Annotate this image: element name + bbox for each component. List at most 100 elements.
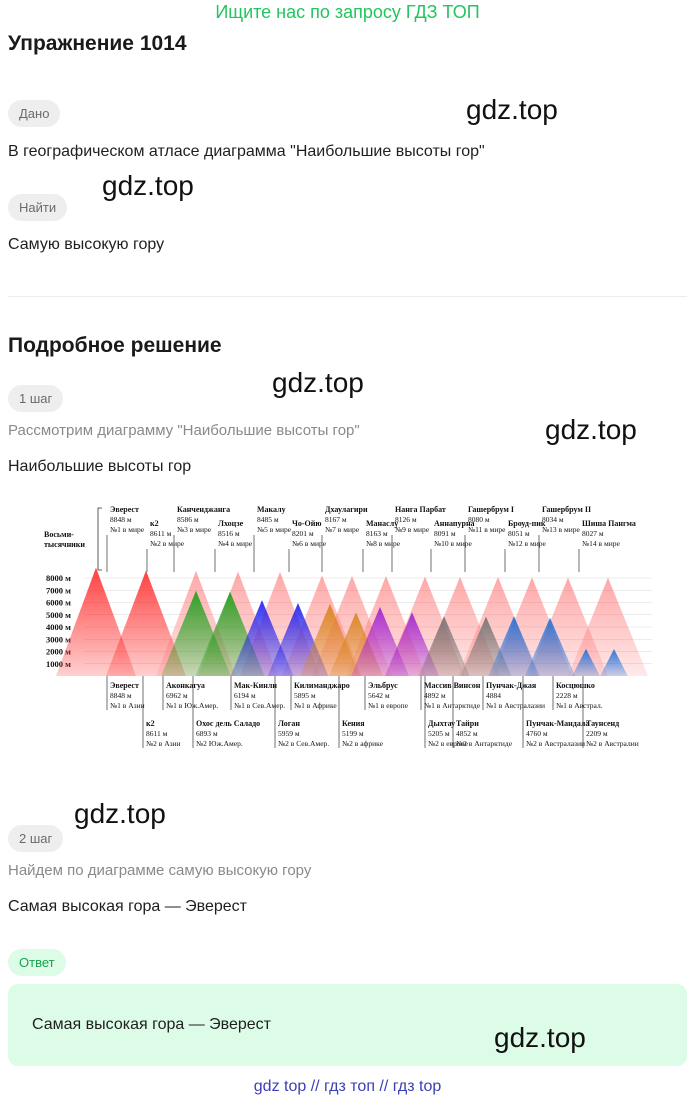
peak-eight-thousander (568, 577, 648, 676)
mountain-name: Пунчак-Мандала (526, 719, 589, 728)
mountain-name: Гашербрум I (468, 505, 514, 514)
mountain-name: Гашербрум II (542, 505, 591, 514)
mountain-name: Пунчак-Джая (486, 681, 537, 690)
answer-label: Ответ (8, 949, 66, 976)
group-label: Восьми- (44, 530, 74, 539)
mountain-rank: №2 Юж.Амер. (196, 739, 243, 748)
mountain-name: Эверест (110, 681, 139, 690)
mountain-height: 8034 м (542, 515, 564, 524)
mountain-name: Чо-Ойю (292, 519, 321, 528)
step2-hint: Найдем по диаграмме самую высокую гору (8, 862, 312, 879)
step2-label: 2 шаг (8, 825, 64, 852)
mountain-height: 8848 м (110, 515, 132, 524)
find-text: Самую высокую гору (8, 236, 165, 253)
mountain-name: Косцюшко (556, 681, 595, 690)
step1-pill: 1 шаг (8, 385, 64, 412)
mountain-height: 8611 м (146, 729, 168, 738)
watermark: gdz.top (494, 1022, 586, 1053)
mountain-name: Шиша Пангма (582, 519, 636, 528)
mountain-rank: №8 в мире (366, 539, 401, 548)
mountain-name: Манаслу (366, 519, 398, 528)
step1-hint: Рассмотрим диаграмму "Наибольшие высоты … (8, 422, 360, 439)
mountain-name: Дхаулагири (325, 505, 368, 514)
mountain-height: 8167 м (325, 515, 347, 524)
mountain-rank: №1 в Юж.Амер. (166, 701, 218, 710)
mountain-height: 5642 м (368, 691, 390, 700)
group-bracket (97, 507, 102, 571)
mountain-height: 8516 м (218, 529, 240, 538)
answer-pill: Ответ (8, 949, 66, 976)
mountain-height: 8611 м (150, 529, 172, 538)
mountain-name: Аконкагуа (166, 681, 205, 690)
solution-title: Подробное решение (8, 334, 222, 357)
y-tick-label: 6000 м (46, 598, 71, 608)
given-label: Дано (8, 100, 61, 127)
mountain-name: Массив Винсон (424, 681, 481, 690)
page-title: Упражнение 1014 (8, 32, 187, 55)
mountain-height: 2228 м (556, 691, 578, 700)
mountain-name: Охос дель Саладо (196, 719, 260, 728)
mountain-height: 4884 (486, 691, 501, 700)
mountain-height: 8201 м (292, 529, 314, 538)
mountain-rank: №1 в Австралазии (486, 701, 545, 710)
y-tick-label: 5000 м (46, 610, 71, 620)
peak-continent (600, 648, 628, 676)
y-tick-label: 4000 м (46, 622, 71, 632)
mountain-height: 5199 м (342, 729, 364, 738)
mountain-rank: №1 в Австрал. (556, 701, 603, 710)
mountain-rank: №1 в Азии (110, 701, 145, 710)
mountain-rank: №5 в мире (257, 525, 292, 534)
mountain-rank: №1 в европе (368, 701, 409, 710)
mountain-height: 2209 м (586, 729, 608, 738)
peak-continent (418, 616, 470, 676)
mountain-name: Мак-Кинли (234, 681, 277, 690)
footer-links[interactable]: gdz top // гдз топ // гдз top (253, 1078, 442, 1095)
answer-text: Самая высокая гора — Эверест (32, 1016, 271, 1033)
find-pill: Найти (8, 194, 68, 221)
mountain-height: 5959 м (278, 729, 300, 738)
mountain-rank: №10 в мире (434, 539, 472, 548)
mountain-rank: №1 в Африке (294, 701, 337, 710)
mountain-name: Нанга Парбат (395, 505, 446, 514)
mountain-rank: №2 в Австралии (586, 739, 639, 748)
mountain-rank: №2 в Антарктиде (456, 739, 513, 748)
mountain-height: 6893 м (196, 729, 218, 738)
mountain-height: 4760 м (526, 729, 548, 738)
mountain-rank: №1 в Антарктиде (424, 701, 481, 710)
mountain-height: 4852 м (456, 729, 478, 738)
mountain-name: Аннапурна (434, 519, 475, 528)
mountain-name: к2 (150, 519, 159, 528)
mountain-rank: №11 в мире (468, 525, 506, 534)
watermark: gdz.top (545, 414, 637, 445)
mountain-rank: №3 в мире (177, 525, 212, 534)
mountain-name: к2 (146, 719, 155, 728)
watermark: gdz.top (102, 170, 194, 201)
mountain-height: 8126 м (395, 515, 417, 524)
peak-eight-thousander (56, 567, 136, 676)
mountain-name: Эверест (110, 505, 139, 514)
promo-banner[interactable]: Ищите нас по запросу ГДЗ ТОП (215, 2, 480, 22)
mountain-name: Канченджанга (177, 505, 230, 514)
mountain-name: Килиманджаро (294, 681, 350, 690)
y-tick-label: 8000 м (46, 573, 71, 583)
mountain-rank: №1 в Сев.Амер. (234, 701, 285, 710)
mountain-height: 5895 м (294, 691, 316, 700)
mountain-name: Эльбрус (368, 681, 398, 690)
y-tick-label: 7000 м (46, 585, 71, 595)
mountain-name: Кения (342, 719, 365, 728)
divider (8, 296, 687, 297)
find-label: Найти (8, 194, 68, 221)
mountain-rank: №12 в мире (508, 539, 546, 548)
mountain-name: Лхоцзе (218, 519, 244, 528)
y-tick-label: 2000 м (46, 647, 71, 657)
mountain-height: 8163 м (366, 529, 388, 538)
mountain-height: 6962 м (166, 691, 188, 700)
mountain-height: 8027 м (582, 529, 604, 538)
mountain-height: 8091 м (434, 529, 456, 538)
mountain-height: 8080 м (468, 515, 490, 524)
mountain-height: 6194 м (234, 691, 256, 700)
mountain-rank: №2 в Австралазии (526, 739, 585, 748)
mountain-rank: №2 в африке (342, 739, 384, 748)
peak-continent (524, 617, 576, 676)
mountain-rank: №2 в европе (428, 739, 469, 748)
